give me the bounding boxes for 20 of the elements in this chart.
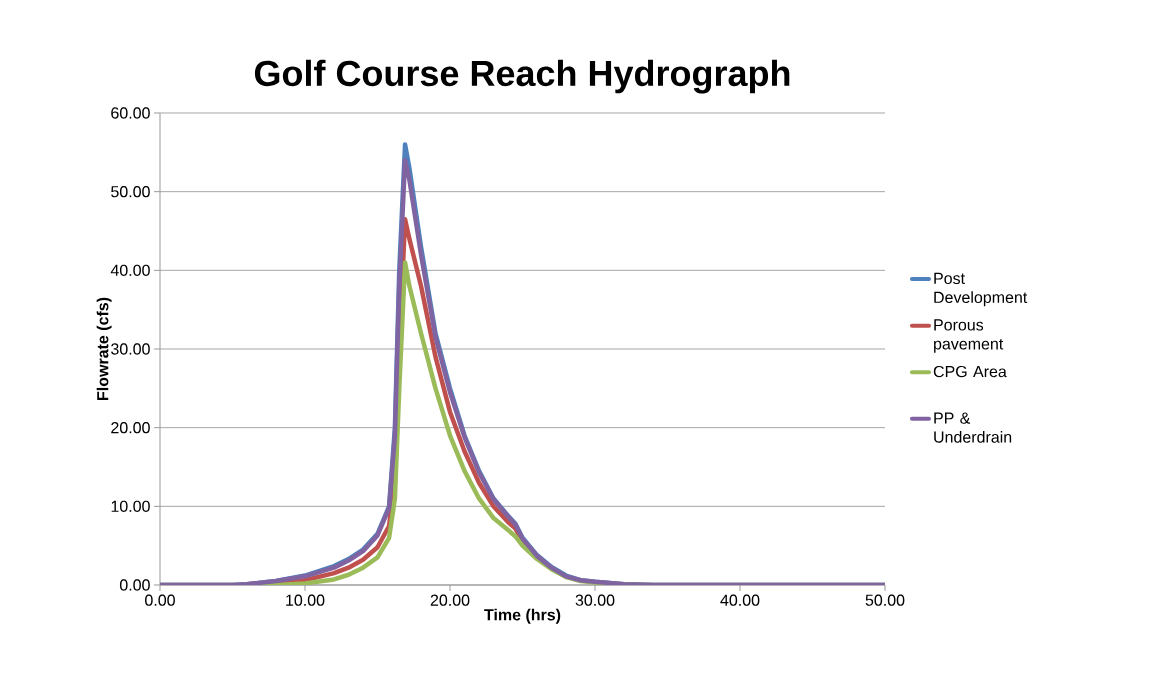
x-tick-label: 40.00 — [720, 594, 760, 606]
y-tick-label: 20.00 — [111, 422, 150, 434]
y-tick-label: 10.00 — [111, 500, 150, 512]
legend-label: Porous pavement — [934, 319, 1004, 353]
y-tick-label: 30.00 — [111, 343, 150, 355]
y-tick-label: 60.00 — [111, 107, 150, 119]
x-tick-label: 50.00 — [865, 594, 905, 606]
chart-title: Golf Course Reach Hydrograph — [254, 59, 790, 94]
legend-label: Post Development — [934, 272, 1028, 307]
x-tick-label: 0.00 — [145, 594, 175, 606]
y-tick-label: 50.00 — [111, 186, 150, 198]
x-axis-title: Time (hrs) — [484, 608, 561, 624]
x-tick-label: 10.00 — [286, 594, 325, 606]
x-tick-label: 20.00 — [430, 594, 470, 606]
legend-label: PP & Underdrain — [934, 412, 1012, 443]
y-tick-label: 0.00 — [119, 579, 150, 591]
y-axis-title: Flowrate (cfs) — [96, 297, 112, 400]
x-tick-label: 30.00 — [575, 594, 615, 606]
legend-label: CPG Area — [933, 365, 1007, 378]
y-tick-label: 40.00 — [110, 264, 150, 276]
